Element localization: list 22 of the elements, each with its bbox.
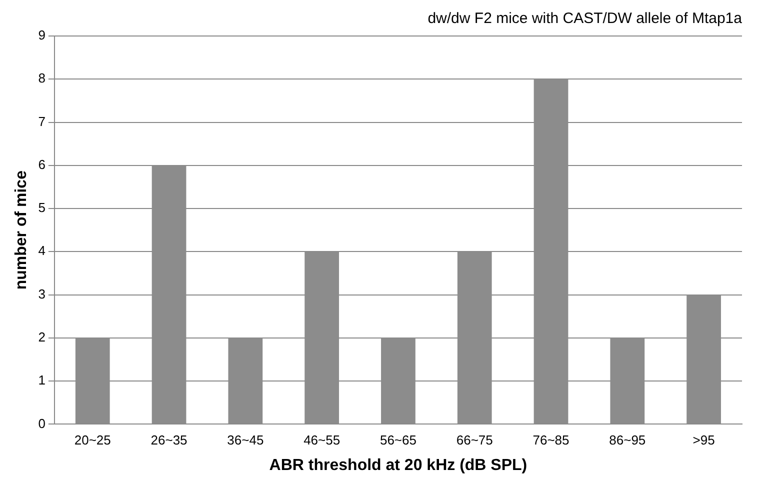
- x-tick-label: 86~95: [609, 432, 646, 448]
- chart-title: dw/dw F2 mice with CAST/DW allele of Mtap1a: [428, 10, 743, 28]
- y-tick-label: 5: [38, 200, 46, 216]
- y-tick-label: 9: [38, 28, 46, 43]
- x-tick-label: >95: [692, 432, 715, 448]
- y-tick-label: 8: [38, 70, 46, 86]
- y-tick-label: 0: [38, 416, 46, 431]
- x-tick-label: 36~45: [227, 432, 264, 448]
- x-tick-label: 56~65: [380, 432, 416, 448]
- x-tick-label: 46~55: [304, 432, 340, 448]
- y-tick-label: 2: [38, 330, 46, 345]
- y-tick-label: 1: [38, 372, 46, 388]
- x-tick-label: 66~75: [456, 432, 493, 448]
- x-tick-label: 20~25: [74, 432, 111, 448]
- x-tick-label: 26~35: [150, 432, 188, 448]
- y-axis-title: number of mice: [13, 170, 30, 290]
- x-axis-title: ABR threshold at 20 kHz (dB SPL): [269, 456, 528, 474]
- x-tick-label: 76~85: [532, 432, 570, 448]
- y-tick-label: 3: [38, 286, 46, 302]
- y-tick-label: 6: [38, 156, 46, 172]
- y-tick-label: 7: [38, 114, 46, 129]
- y-tick-label: 4: [38, 243, 46, 258]
